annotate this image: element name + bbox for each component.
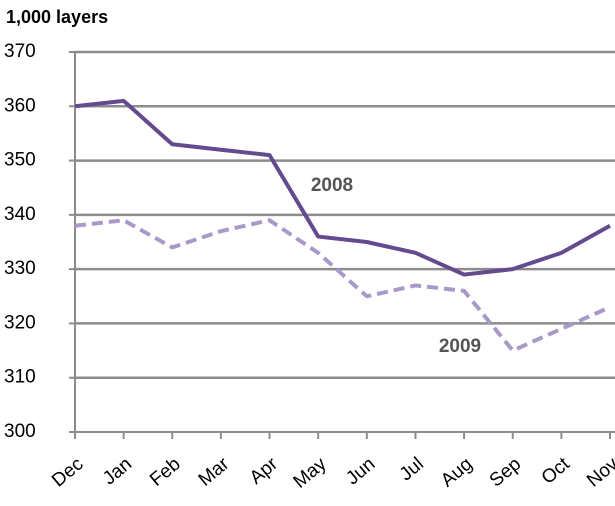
y-tick-label: 360 (4, 95, 36, 116)
series-label: 2008 (311, 175, 353, 196)
x-tick-label: Sep (486, 454, 525, 492)
series-line (74, 218, 611, 353)
y-tick-label: 370 (4, 41, 36, 62)
x-tick-label: Mar (195, 453, 234, 491)
y-tick-label: 310 (4, 367, 36, 388)
y-axis-label: 1,000 layers (6, 7, 108, 27)
y-tick-label: 300 (4, 421, 36, 442)
y-tick-label: 350 (4, 150, 36, 171)
x-tick-label: Apr (246, 453, 283, 489)
x-tick-label: Oct (538, 453, 575, 489)
x-tick-label: Jul (396, 454, 428, 486)
x-tick-label: Jan (99, 454, 136, 490)
x-tick-label: Dec (48, 454, 87, 492)
x-tick-label: Jun (342, 454, 379, 490)
x-tick-label: Feb (146, 454, 185, 491)
x-tick-label: Nov (583, 453, 615, 491)
y-tick-label: 320 (4, 312, 36, 333)
x-tick-label: May (290, 453, 331, 492)
series-line (74, 98, 611, 277)
x-tick-label: Aug (437, 454, 476, 492)
y-tick-label: 340 (4, 204, 36, 225)
series-label: 2009 (439, 336, 481, 357)
y-tick-label: 330 (4, 258, 36, 279)
